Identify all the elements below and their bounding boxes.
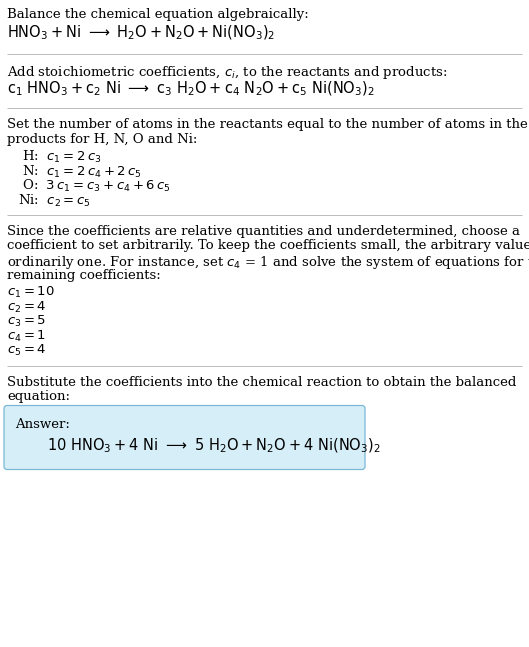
- Text: Answer:: Answer:: [15, 417, 70, 430]
- Text: ordinarily one. For instance, set $c_4$ = 1 and solve the system of equations fo: ordinarily one. For instance, set $c_4$ …: [7, 254, 529, 271]
- Text: N:  $c_1 = 2\,c_4 + 2\,c_5$: N: $c_1 = 2\,c_4 + 2\,c_5$: [18, 164, 142, 180]
- Text: $\mathrm{c_1\ HNO_3 + c_2\ Ni\ \longrightarrow\ c_3\ H_2O + c_4\ N_2O + c_5\ Ni(: $\mathrm{c_1\ HNO_3 + c_2\ Ni\ \longrigh…: [7, 80, 375, 98]
- Text: O:  $3\,c_1 = c_3 + c_4 + 6\,c_5$: O: $3\,c_1 = c_3 + c_4 + 6\,c_5$: [18, 178, 171, 194]
- Text: equation:: equation:: [7, 390, 70, 403]
- Text: H:  $c_1 = 2\,c_3$: H: $c_1 = 2\,c_3$: [18, 149, 102, 165]
- Text: $c_3 = 5$: $c_3 = 5$: [7, 314, 46, 329]
- Text: $c_5 = 4$: $c_5 = 4$: [7, 343, 47, 358]
- Text: Substitute the coefficients into the chemical reaction to obtain the balanced: Substitute the coefficients into the che…: [7, 375, 516, 388]
- Text: Add stoichiometric coefficients, $c_i$, to the reactants and products:: Add stoichiometric coefficients, $c_i$, …: [7, 64, 448, 81]
- Text: $\mathrm{10\ HNO_3 + 4\ Ni\ \longrightarrow\ 5\ H_2O + N_2O + 4\ Ni(NO_3)_2}$: $\mathrm{10\ HNO_3 + 4\ Ni\ \longrightar…: [47, 437, 381, 455]
- Text: Since the coefficients are relative quantities and underdetermined, choose a: Since the coefficients are relative quan…: [7, 225, 520, 238]
- Text: remaining coefficients:: remaining coefficients:: [7, 269, 161, 281]
- Text: $c_2 = 4$: $c_2 = 4$: [7, 300, 47, 314]
- FancyBboxPatch shape: [4, 406, 365, 470]
- Text: products for H, N, O and Ni:: products for H, N, O and Ni:: [7, 133, 197, 146]
- Text: Ni:  $c_2 = c_5$: Ni: $c_2 = c_5$: [18, 193, 91, 208]
- Text: $c_1 = 10$: $c_1 = 10$: [7, 285, 54, 300]
- Text: $\mathrm{HNO_3 + Ni\ \longrightarrow\ H_2O + N_2O + Ni(NO_3)_2}$: $\mathrm{HNO_3 + Ni\ \longrightarrow\ H_…: [7, 23, 275, 42]
- Text: coefficient to set arbitrarily. To keep the coefficients small, the arbitrary va: coefficient to set arbitrarily. To keep …: [7, 239, 529, 252]
- Text: Set the number of atoms in the reactants equal to the number of atoms in the: Set the number of atoms in the reactants…: [7, 118, 528, 131]
- Text: $c_4 = 1$: $c_4 = 1$: [7, 329, 46, 344]
- Text: Balance the chemical equation algebraically:: Balance the chemical equation algebraica…: [7, 8, 309, 21]
